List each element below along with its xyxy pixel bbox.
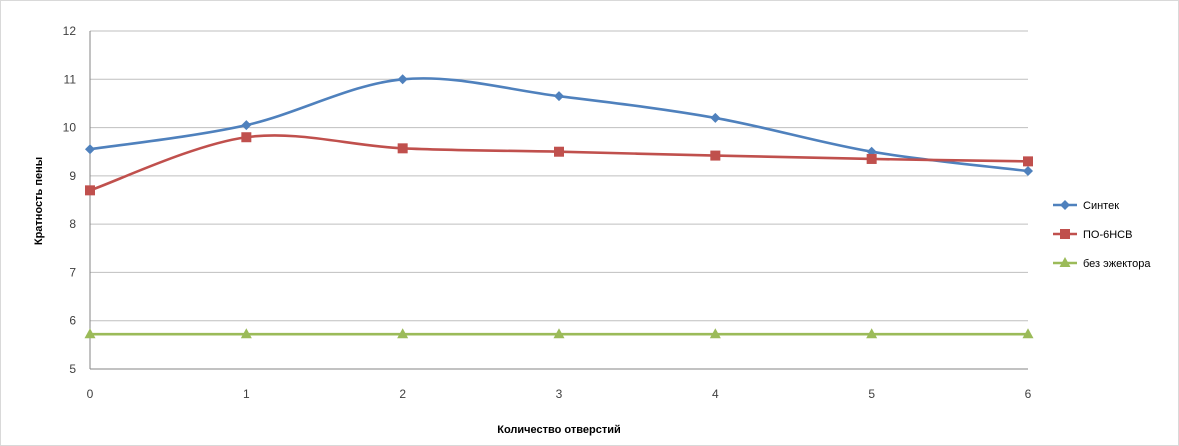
data-point-1	[85, 185, 95, 196]
legend-marker-1	[1060, 229, 1070, 239]
x-axis-title: Количество отверстий	[497, 424, 620, 436]
y-tick-label: 10	[63, 121, 77, 135]
data-point-2	[240, 328, 252, 339]
data-point-2	[397, 328, 409, 339]
y-tick-label: 9	[69, 169, 76, 183]
data-point-0	[397, 74, 408, 85]
y-tick-label: 8	[69, 217, 76, 231]
legend-marker-0	[1060, 200, 1070, 210]
gridlines	[89, 30, 1028, 370]
data-point-2	[709, 328, 721, 339]
y-axis-title: Кратность пены	[33, 157, 45, 245]
series-line-1	[89, 134, 1029, 192]
data-point-2	[866, 328, 878, 339]
data-point-0	[1023, 166, 1033, 177]
y-tick-label: 7	[69, 265, 76, 279]
data-point-0	[85, 144, 95, 155]
x-tick-label: 0	[87, 387, 94, 401]
series-markers	[84, 74, 1034, 339]
y-tick-labels: 5 6 7 8 9 10 11 12	[63, 24, 77, 376]
data-point-1	[241, 132, 252, 143]
data-point-1	[554, 146, 564, 157]
data-point-1	[710, 150, 721, 161]
legend-label-1: ПО-6НСВ	[1083, 229, 1132, 241]
x-tick-label: 1	[243, 387, 250, 401]
data-point-2	[553, 328, 565, 339]
series-lines	[89, 77, 1029, 336]
x-tick-label: 5	[868, 387, 875, 401]
data-point-0	[554, 91, 564, 102]
data-point-1	[866, 153, 877, 164]
legend-marker-2	[1059, 257, 1071, 267]
legend-label-0: Синтек	[1083, 200, 1119, 212]
x-tick-label: 3	[556, 387, 563, 401]
x-tick-label: 6	[1025, 387, 1032, 401]
data-point-0	[710, 112, 721, 123]
data-point-1	[1023, 156, 1033, 167]
y-tick-label: 11	[64, 72, 77, 86]
legend-label-2: без эжектора	[1083, 258, 1151, 270]
legend: Синтек ПО-6НСВ без эжектора	[1053, 200, 1151, 270]
y-tick-label: 12	[63, 24, 77, 38]
data-point-2	[84, 328, 96, 339]
y-tick-label: 6	[69, 314, 76, 328]
x-tick-label: 2	[399, 387, 406, 401]
data-point-0	[241, 120, 252, 131]
y-tick-label: 5	[69, 362, 76, 376]
x-tick-labels: 0 1 2 3 4 5 6	[87, 387, 1032, 401]
data-point-1	[397, 143, 408, 154]
data-point-2	[1022, 328, 1034, 339]
x-tick-label: 4	[712, 387, 719, 401]
